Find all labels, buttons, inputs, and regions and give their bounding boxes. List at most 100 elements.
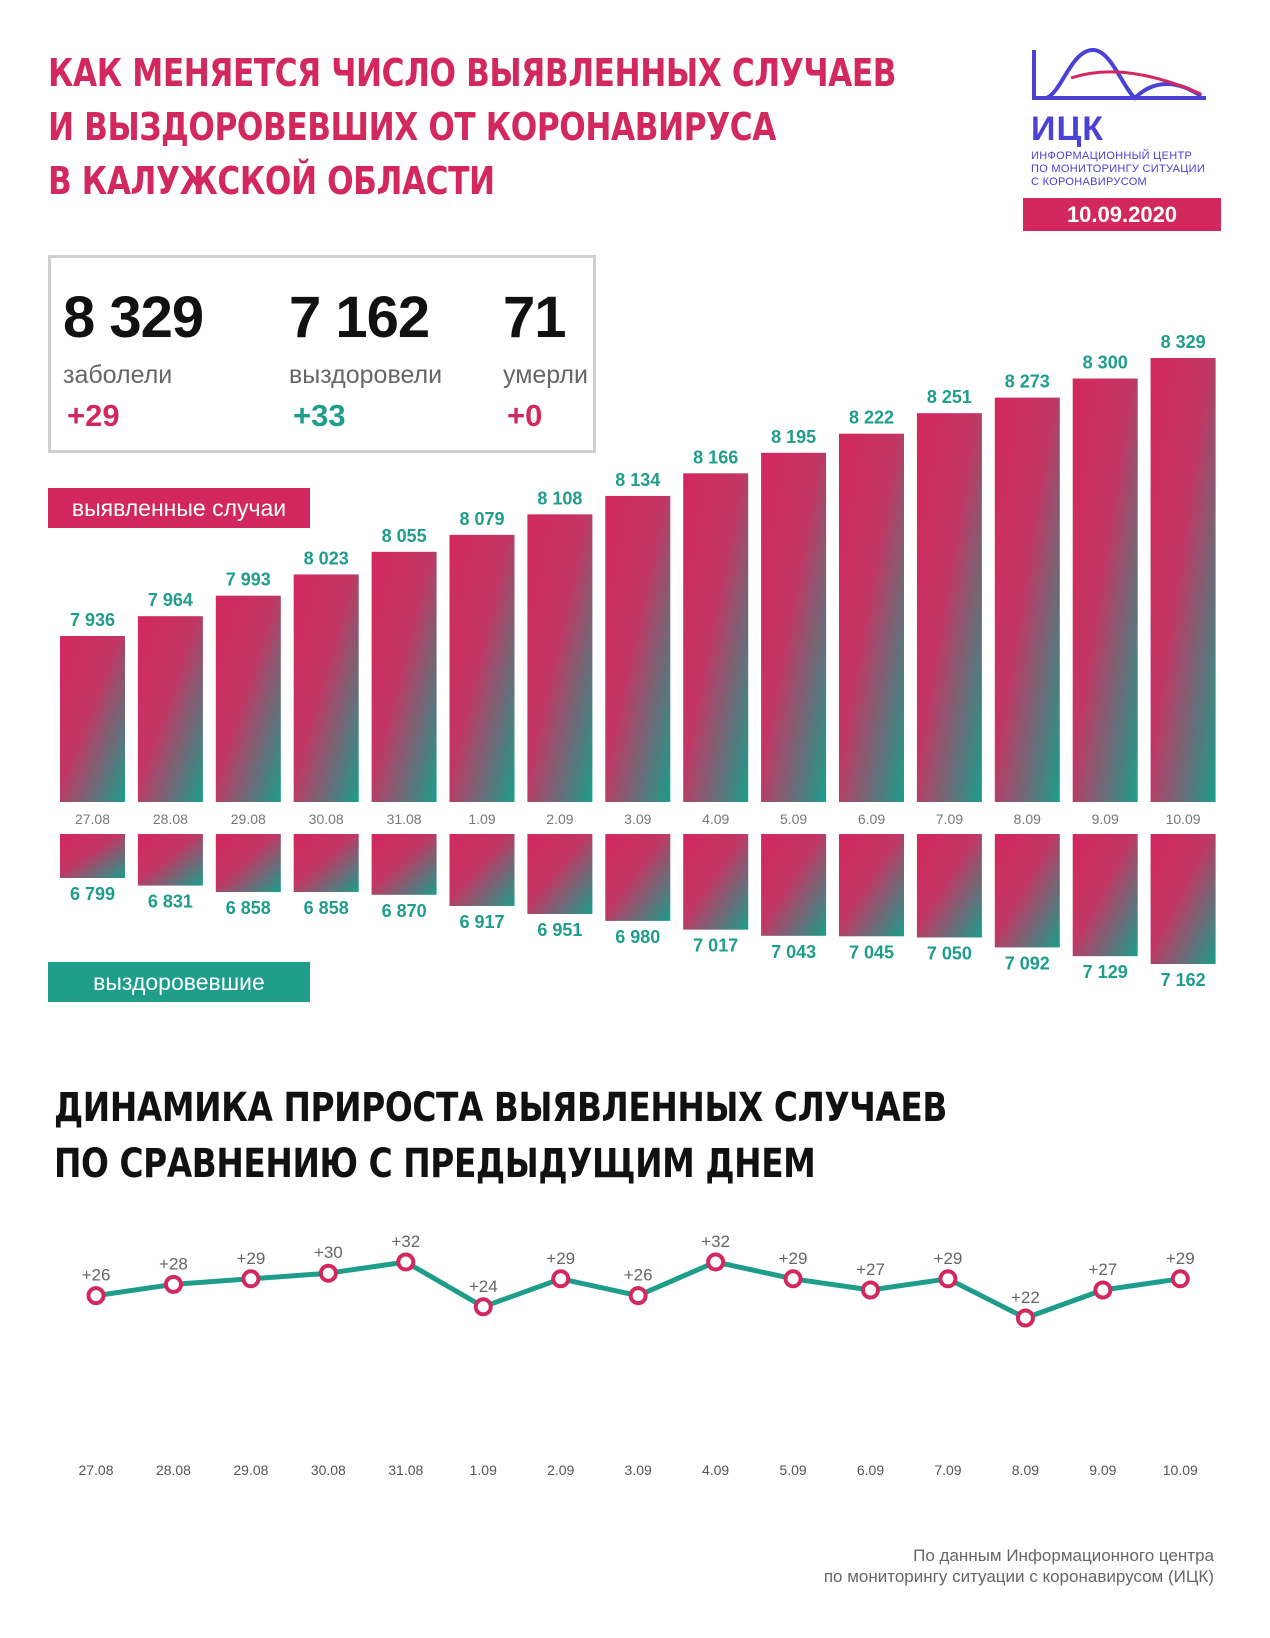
recovered-bar	[761, 834, 827, 936]
growth-category-label: 2.09	[547, 1462, 574, 1478]
growth-value-label: +22	[1011, 1288, 1040, 1307]
growth-point	[1170, 1269, 1190, 1289]
page-title: КАК МЕНЯЕТСЯ ЧИСЛО ВЫЯВЛЕННЫХ СЛУЧАЕВ И …	[48, 46, 896, 208]
recovered-bar-label: 6 858	[226, 898, 271, 918]
category-label: 6.09	[858, 811, 885, 827]
category-label: 4.09	[702, 811, 729, 827]
recovered-bar-label: 6 831	[148, 892, 193, 912]
cases-bar	[215, 595, 281, 802]
cases-bar-label: 8 273	[1005, 372, 1050, 392]
recovered-bar	[60, 834, 125, 878]
growth-title-line-1: ДИНАМИКА ПРИРОСТА ВЫЯВЛЕННЫХ СЛУЧАЕВ	[54, 1085, 947, 1131]
growth-title-line-2: ПО СРАВНЕНИЮ С ПРЕДЫДУЩИМ ДНЕМ	[54, 1141, 816, 1187]
cases-bar-label: 8 108	[537, 488, 582, 508]
growth-value-label: +27	[856, 1260, 885, 1279]
category-label: 30.08	[309, 811, 344, 827]
date-badge: 10.09.2020	[1023, 198, 1221, 231]
stat-deaths-value: 71	[503, 285, 567, 350]
growth-category-label: 8.09	[1012, 1462, 1039, 1478]
bar-chart: 7 936 27.08 6 799 7 964 28.08 6 831 7 993 29.08…	[60, 332, 1216, 990]
category-label: 28.08	[153, 811, 188, 827]
cases-bar-label: 7 993	[226, 570, 271, 590]
source-note: По данным Информационного центра по мони…	[824, 1545, 1214, 1587]
stat-recovered-label: выздоровели	[289, 361, 443, 389]
cases-bar-label: 8 251	[927, 387, 972, 407]
cases-bar-label: 8 023	[304, 548, 349, 568]
growth-value-label: +32	[391, 1232, 420, 1251]
category-label: 7.09	[936, 811, 963, 827]
growth-chart-title: ДИНАМИКА ПРИРОСТА ВЫЯВЛЕННЫХ СЛУЧАЕВ ПО …	[54, 1080, 947, 1192]
growth-point	[551, 1269, 571, 1289]
ick-logo: ИЦК ИНФОРМАЦИОННЫЙ ЦЕНТР ПО МОНИТОРИНГУ …	[1031, 48, 1221, 238]
growth-category-label: 1.09	[470, 1462, 497, 1478]
growth-category-label: 31.08	[388, 1462, 423, 1478]
category-label: 5.09	[780, 811, 807, 827]
logo-sub-line-3: С КОРОНАВИРУСОМ	[1031, 176, 1148, 188]
growth-point	[706, 1252, 726, 1272]
growth-point	[1015, 1308, 1035, 1328]
recovered-bar-label: 7 017	[693, 936, 738, 956]
recovered-bar-label: 6 799	[70, 884, 115, 904]
cases-bar	[293, 574, 359, 802]
growth-value-label: +24	[469, 1277, 498, 1296]
recovered-bar-label: 7 162	[1161, 970, 1206, 990]
cases-bar-label: 8 134	[615, 470, 660, 490]
growth-point	[86, 1286, 106, 1306]
cases-bar	[994, 397, 1060, 802]
growth-point	[938, 1269, 958, 1289]
growth-category-label: 4.09	[702, 1462, 729, 1478]
recovered-bar	[916, 834, 982, 938]
category-label: 27.08	[75, 811, 110, 827]
recovered-bar-label: 6 951	[537, 920, 582, 940]
recovered-bar-label: 7 043	[771, 942, 816, 962]
recovered-bar	[994, 834, 1060, 948]
growth-point	[1093, 1280, 1113, 1300]
title-line-1: КАК МЕНЯЕТСЯ ЧИСЛО ВЫЯВЛЕННЫХ СЛУЧАЕВ	[48, 51, 897, 95]
recovered-bar-label: 6 870	[382, 901, 427, 921]
growth-point	[163, 1274, 183, 1294]
title-line-2: И ВЫЗДОРОВЕВШИХ ОТ КОРОНАВИРУСА	[48, 105, 776, 149]
cases-bar-label: 7 936	[70, 610, 115, 630]
source-line-2: по мониторингу ситуации с коронавирусом …	[823, 1567, 1214, 1586]
cases-bar-label: 8 222	[849, 408, 894, 428]
growth-category-label: 6.09	[857, 1462, 884, 1478]
recovered-bar-label: 7 092	[1005, 953, 1050, 973]
logo-sub-line-2: ПО МОНИТОРИНГУ СИТУАЦИИ	[1031, 163, 1206, 175]
cases-bar-label: 8 055	[382, 526, 427, 546]
stat-cases-value: 8 329	[63, 285, 204, 350]
growth-value-label: +32	[701, 1232, 730, 1251]
logo-sub-line-1: ИНФОРМАЦИОННЫЙ ЦЕНТР	[1031, 150, 1193, 162]
growth-value-label: +29	[546, 1249, 575, 1268]
source-line-1: По данным Информационного центра	[913, 1546, 1214, 1565]
stats-box: 8 329 заболели +29 7 162 выздоровели +33…	[48, 255, 596, 453]
growth-value-label: +30	[314, 1243, 343, 1262]
recovered-bar-label: 6 980	[615, 927, 660, 947]
recovered-bar	[839, 834, 904, 937]
growth-category-label: 10.09	[1163, 1462, 1198, 1478]
cases-bar	[60, 636, 125, 802]
growth-value-label: +29	[779, 1249, 808, 1268]
growth-value-label: +29	[1166, 1249, 1195, 1268]
recovered-bar-label: 6 917	[459, 912, 504, 932]
growth-category-label: 7.09	[934, 1462, 961, 1478]
recovered-bar-label: 7 129	[1083, 962, 1128, 982]
category-label: 9.09	[1092, 811, 1119, 827]
logo-abbr: ИЦК	[1031, 110, 1105, 148]
cases-bar-label: 8 166	[693, 447, 738, 467]
growth-point	[861, 1280, 880, 1300]
category-label: 2.09	[546, 811, 573, 827]
stat-cases-delta: +29	[67, 398, 120, 433]
cases-bar	[1072, 378, 1138, 802]
growth-value-label: +26	[624, 1266, 653, 1285]
cases-bar-label: 8 079	[459, 509, 504, 529]
recovered-bar	[371, 834, 437, 895]
cases-bar	[1150, 358, 1216, 802]
cases-bar	[839, 433, 904, 802]
cases-bar-label: 7 964	[148, 590, 193, 610]
growth-point	[783, 1269, 803, 1289]
growth-category-label: 5.09	[779, 1462, 806, 1478]
stat-deaths-delta: +0	[507, 398, 543, 433]
growth-line	[95, 1259, 1181, 1321]
cases-bar	[761, 452, 827, 802]
category-label: 1.09	[468, 811, 495, 827]
